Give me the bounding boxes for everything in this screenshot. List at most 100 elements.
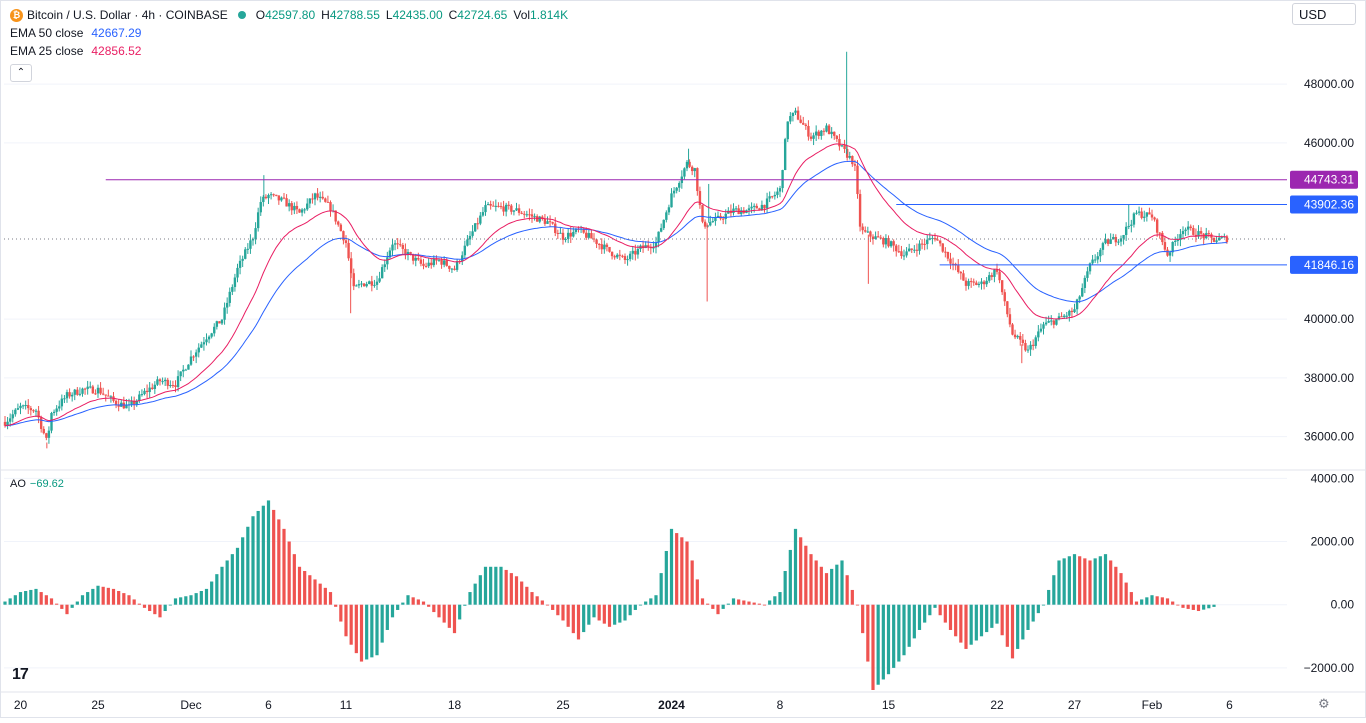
candle-body (404, 248, 407, 256)
price-tick-label: 38000.00 (1304, 371, 1354, 385)
symbol-title[interactable]: Bitcoin / U.S. Dollar · 4h · COINBASE (27, 8, 228, 22)
candle-body (659, 228, 663, 232)
ao-bar (189, 595, 193, 605)
candle-body (254, 228, 257, 240)
candle-body (621, 255, 624, 257)
ao-legend[interactable]: AO −69.62 (10, 478, 64, 490)
ao-bar (1109, 560, 1113, 605)
candle-body (311, 198, 314, 200)
ao-bar (173, 598, 178, 605)
candle-body (982, 281, 986, 285)
candle-body (933, 238, 937, 240)
candle-body (342, 231, 345, 241)
settings-icon[interactable]: ⚙ (1318, 696, 1330, 711)
candle-body (280, 197, 283, 201)
candle-body (595, 239, 598, 244)
time-axis-label: 27 (1068, 698, 1082, 712)
candle-body (693, 168, 696, 172)
candle-body (461, 255, 464, 262)
ao-bar (1093, 558, 1097, 605)
ao-bar (1212, 604, 1216, 607)
candle-body (256, 212, 260, 229)
ao-bar (70, 604, 74, 608)
candle-body (32, 410, 35, 412)
ao-bar (463, 604, 467, 606)
close-label: C (448, 8, 458, 22)
ao-bar (907, 604, 911, 647)
high-value: 42788.55 (329, 8, 380, 22)
time-axis-label: 2024 (658, 698, 685, 712)
candle-body (145, 390, 149, 393)
candle-body (430, 262, 433, 266)
candle-body (647, 245, 650, 248)
ao-bar (91, 588, 95, 605)
ao-bar (892, 604, 896, 668)
ao-bar (297, 566, 302, 605)
ao-bar (1016, 604, 1020, 649)
ao-bar (34, 588, 38, 605)
candle-body (194, 352, 198, 357)
candle-body (109, 396, 113, 398)
ao-bar (458, 604, 462, 620)
ao-bar (158, 604, 162, 618)
candle-body (1124, 226, 1128, 235)
candle-body (721, 218, 725, 220)
ao-bar (1165, 598, 1170, 605)
candle-body (882, 238, 885, 245)
collapse-legend-button[interactable]: ⌃ (10, 64, 32, 82)
candle-body (683, 168, 686, 177)
candle-body (786, 121, 789, 140)
ao-bar (65, 604, 69, 615)
candle-body (530, 214, 534, 217)
candle-body (998, 271, 1001, 281)
ao-bar (385, 604, 389, 630)
candles-group (3, 106, 1229, 444)
ao-bar (819, 566, 823, 605)
currency-selector[interactable]: USD (1292, 3, 1356, 25)
ao-bar (830, 568, 834, 605)
candle-body (626, 259, 629, 261)
candle-body (520, 212, 523, 214)
candle-body (68, 392, 71, 397)
ema25-row[interactable]: EMA 25 close 42856.52 (10, 42, 568, 60)
candle-body (406, 252, 410, 256)
ao-bar (871, 604, 875, 690)
candle-body (1117, 241, 1120, 243)
candle-body (207, 336, 211, 340)
candle-body (959, 272, 963, 274)
candle-body (662, 219, 665, 229)
ao-bar (1072, 554, 1077, 605)
ema50-label: EMA 50 close (10, 26, 84, 40)
candle-body (1199, 231, 1203, 234)
candle-body (411, 253, 415, 261)
candle-body (623, 256, 627, 260)
candle-body (572, 232, 575, 237)
ao-bar (990, 604, 994, 628)
candle-body (238, 260, 242, 268)
candle-body (988, 275, 991, 281)
ao-bar (1119, 573, 1123, 605)
candle-body (337, 221, 340, 225)
candle-body (228, 291, 231, 303)
candle-body (264, 196, 268, 199)
candle-body (709, 222, 712, 226)
candle-body (293, 205, 296, 211)
candle-body (277, 195, 281, 201)
ao-bar (628, 604, 632, 616)
ao-bar (804, 545, 808, 605)
candle-body (3, 421, 7, 426)
tradingview-logo[interactable]: 17 (12, 666, 29, 683)
candle-body (486, 204, 490, 206)
ao-bar (933, 604, 937, 608)
ema50-row[interactable]: EMA 50 close 42667.29 (10, 24, 568, 42)
candle-body (1150, 214, 1154, 218)
candle-body (1073, 309, 1076, 313)
candle-body (275, 194, 278, 196)
candle-body (543, 218, 547, 224)
candle-body (752, 205, 756, 207)
candle-body (163, 379, 167, 382)
candle-body (1060, 316, 1063, 318)
candle-body (58, 406, 61, 409)
candle-body (1068, 310, 1071, 316)
